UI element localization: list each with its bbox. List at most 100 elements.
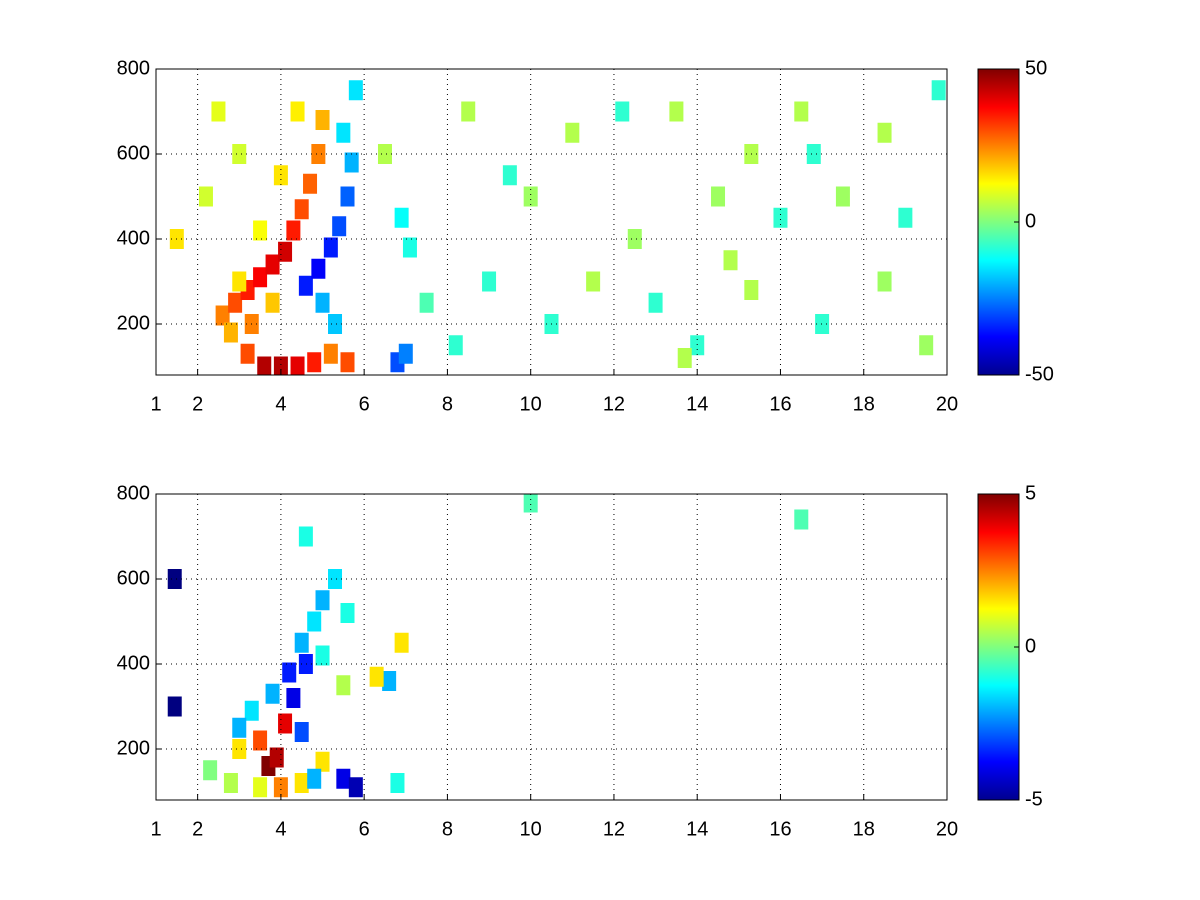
heat-cell [203,760,218,781]
heat-cell [502,165,517,186]
heat-cell [198,186,213,207]
heat-cell [253,730,268,751]
heat-cell [278,241,293,262]
heat-cell [298,654,313,674]
heat-cell [269,747,284,768]
heat-cell [448,335,463,356]
heat-cell [419,292,434,313]
heat-cell [835,186,850,207]
x-tick-label: 1 [150,393,161,415]
heat-cell [273,165,288,186]
heat-cell [294,722,309,742]
heat-cell [315,751,330,772]
y-tick-label: 400 [117,652,150,674]
heat-cell [215,305,230,326]
heat-cell [323,237,338,258]
x-tick-label: 20 [936,393,958,415]
heat-cell [240,343,255,364]
heat-cell [523,186,538,207]
heat-cell [253,267,268,288]
heat-cell [265,683,280,704]
colorbar-tick-label: 0 [1025,210,1036,232]
heat-cell [627,229,642,249]
heat-cell [398,343,413,364]
heat-cell [377,144,392,164]
heat-cell [253,220,268,241]
heat-cell [286,220,301,241]
heat-cell [307,768,322,789]
heat-cell [223,322,238,343]
y-tick-label: 800 [117,57,150,79]
colorbar-tick-label: -5 [1025,788,1043,810]
heatmap-cells [169,80,946,375]
heat-cell [806,144,821,164]
heat-cell [311,144,326,164]
heat-cell [315,645,330,666]
heat-cell [167,569,182,589]
heat-cell [523,494,538,513]
x-tick-label: 20 [936,818,958,840]
heat-cell [298,526,313,547]
heat-cell [232,717,247,738]
x-tick-label: 10 [520,393,542,415]
x-tick-label: 18 [853,393,875,415]
axes-box [155,493,948,801]
heat-cell [278,713,293,734]
heat-cell [328,569,343,589]
heat-cell [677,348,692,368]
y-tick-label: 800 [117,482,150,504]
heat-cell [586,271,601,292]
heat-cell [294,773,309,793]
x-tick-label: 8 [442,393,453,415]
heat-cell [919,335,934,356]
x-tick-label: 2 [192,818,203,840]
heat-cell [648,292,663,313]
heat-cell [328,314,343,334]
colorbar-tick-label: 5 [1025,482,1036,504]
heat-cell [794,509,809,530]
x-tick-label: 8 [442,818,453,840]
heat-cell [315,110,330,130]
heatmap-cells [167,494,809,798]
heat-cell [815,314,830,334]
x-tick-label: 16 [769,393,791,415]
heat-cell [340,352,355,373]
heat-cell [244,700,259,721]
x-tick-label: 12 [603,393,625,415]
heat-cell [931,80,946,101]
x-tick-label: 16 [769,818,791,840]
heat-cell [307,611,322,632]
x-tick-label: 14 [686,818,708,840]
heat-cell [794,101,809,122]
heat-cell [211,101,226,122]
heat-cell [336,768,351,789]
heat-cell [257,356,272,375]
heat-cell [898,207,913,228]
colorbar-tick-label: 50 [1025,57,1047,79]
colorbar [977,493,1020,801]
heat-cell [294,632,309,653]
heat-cell [402,237,417,258]
heat-cell [711,186,726,207]
y-tick-label: 400 [117,227,150,249]
heat-cell [690,335,705,356]
heat-cell [290,356,305,375]
colorbar [977,68,1020,376]
x-tick-label: 18 [853,818,875,840]
heat-cell [394,207,409,228]
x-tick-label: 6 [359,393,370,415]
heat-cell [332,216,347,237]
heat-cell [282,662,297,683]
heat-cell [336,675,351,696]
heat-cell [348,777,363,798]
heat-cell [877,271,892,292]
heat-cell [323,343,338,364]
heat-cell [390,773,405,793]
colorbar-tick-label: 0 [1025,635,1036,657]
x-tick-label: 14 [686,393,708,415]
x-tick-label: 10 [520,818,542,840]
heat-cell [877,122,892,143]
x-tick-label: 2 [192,393,203,415]
